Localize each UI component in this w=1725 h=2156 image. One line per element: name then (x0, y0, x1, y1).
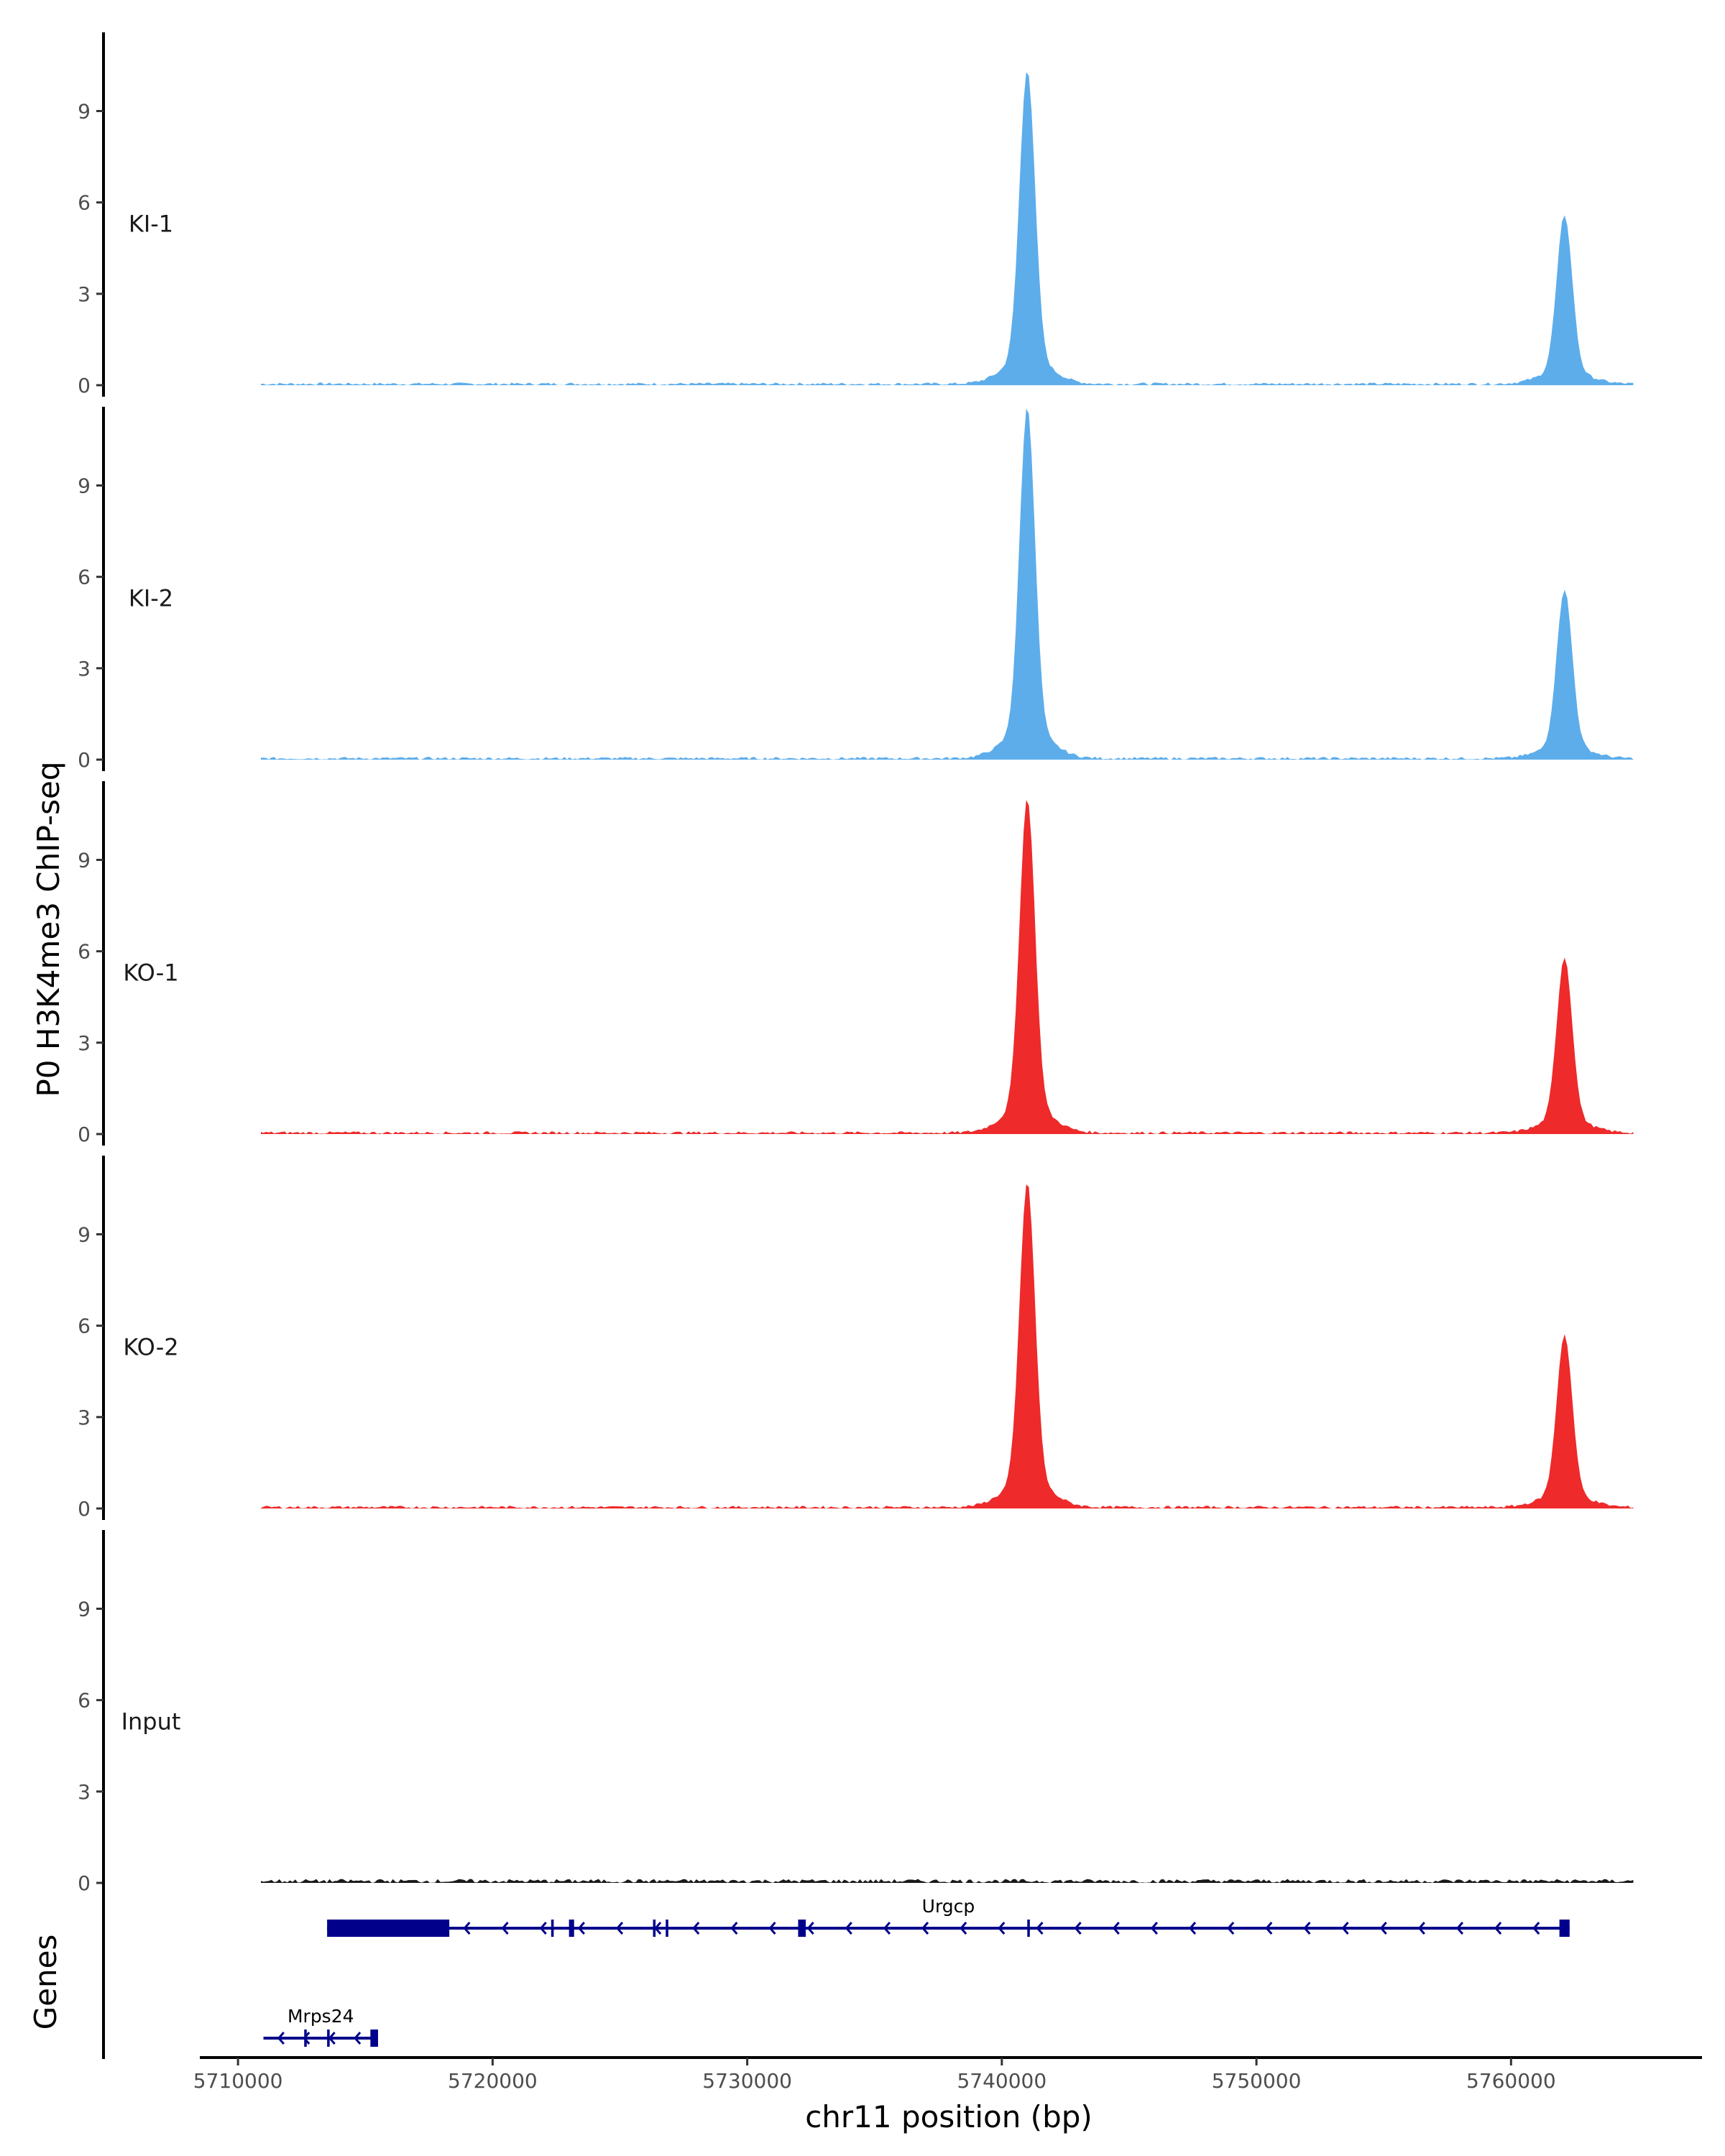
strand-arrow (768, 1922, 776, 1935)
strand-arrow (425, 1922, 433, 1935)
strand-arrow (349, 1922, 356, 1935)
y-tick-label: 9 (78, 1222, 91, 1246)
track-ko-1: 0 3 6 9 KO-1 (78, 781, 1634, 1146)
strand-arrow (1341, 1922, 1349, 1935)
y-tick-label: 6 (78, 1689, 91, 1713)
track-label: KO-2 (123, 1333, 178, 1360)
x-tick-label: 5720000 (448, 2069, 538, 2093)
y-tick-label: 6 (78, 566, 91, 589)
gene-exon (569, 1920, 574, 1937)
strand-arrow (730, 1922, 738, 1935)
strand-arrow (998, 1922, 1006, 1935)
y-tick-label: 0 (78, 1871, 91, 1895)
strand-arrow (1227, 1922, 1235, 1935)
strand-arrow (692, 1922, 700, 1935)
signal-area-ko-2 (261, 1184, 1634, 1508)
strand-arrow (1379, 1922, 1387, 1935)
gene-exon (666, 1920, 668, 1937)
y-tick-label: 9 (78, 474, 91, 497)
x-axis-title: chr11 position (bp) (805, 2099, 1092, 2134)
gene-annotation-track: Urgcp Mrps24 (102, 1876, 1570, 2059)
strand-arrow (463, 1922, 471, 1935)
gene-exon (798, 1920, 806, 1937)
y-tick-label: 0 (78, 374, 91, 397)
track-label: KI-1 (129, 210, 173, 237)
strand-arrow (1455, 1922, 1464, 1935)
strand-arrow (615, 1922, 624, 1935)
signal-area-ko-1 (261, 800, 1634, 1134)
x-tick-label: 5710000 (193, 2069, 283, 2093)
strand-arrow (1417, 1922, 1425, 1935)
y-axis-title: P0 H3K4me3 ChIP-seq (31, 761, 66, 1097)
strand-arrow (328, 2032, 336, 2045)
y-tick-label: 3 (78, 1406, 91, 1429)
gene-urgcp: Urgcp (327, 1896, 1570, 1937)
strand-arrow (1532, 1922, 1540, 1935)
y-tick-label: 9 (78, 848, 91, 872)
y-tick-label: 9 (78, 1597, 91, 1621)
x-tick-label: 5760000 (1466, 2069, 1556, 2093)
signal-area-ki-1 (261, 72, 1634, 386)
strand-arrow (1074, 1922, 1082, 1935)
strand-arrow (1303, 1922, 1311, 1935)
strand-arrow (539, 1922, 547, 1935)
track-ko-2: 0 3 6 9 KO-2 (78, 1156, 1634, 1521)
genes-axis-title: Genes (28, 1935, 63, 2030)
gene-exon (370, 2030, 378, 2047)
signal-tracks: 0 3 6 9 KI-1 0 3 6 9 KI-2 0 3 6 9 KO-1 0 3 6 9 KO-2 0 3 6 9 Inpu… (78, 32, 1634, 1895)
strand-arrow (883, 1922, 891, 1935)
gene-exon (1559, 1920, 1570, 1937)
strand-arrow (387, 1922, 395, 1935)
gene-label: Urgcp (922, 1896, 975, 1917)
strand-arrow (845, 1922, 852, 1935)
y-tick-label: 6 (78, 1314, 91, 1338)
gene-exon (1027, 1920, 1030, 1937)
y-tick-label: 6 (78, 940, 91, 964)
y-tick-label: 9 (78, 99, 91, 123)
track-input: 0 3 6 9 Input (78, 1530, 1634, 1895)
strand-arrow (921, 1922, 929, 1935)
strand-arrow (1188, 1922, 1197, 1935)
y-tick-label: 3 (78, 657, 91, 681)
strand-arrow (303, 2032, 310, 2045)
track-label: Input (121, 1708, 181, 1735)
y-tick-label: 0 (78, 1123, 91, 1146)
strand-arrow (1036, 1922, 1044, 1935)
x-tick-label: 5750000 (1212, 2069, 1302, 2093)
y-tick-label: 3 (78, 1031, 91, 1055)
y-tick-label: 0 (78, 1497, 91, 1521)
strand-arrow (806, 1922, 814, 1935)
gene-mrps24: Mrps24 (263, 2006, 378, 2047)
x-tick-label: 5740000 (957, 2069, 1046, 2093)
strand-arrow (577, 1922, 585, 1935)
strand-arrow (501, 1922, 509, 1935)
y-tick-label: 0 (78, 748, 91, 772)
x-axis: 5710000 5720000 5730000 5740000 5750000 57600… (193, 2056, 1702, 2093)
strand-arrow (1494, 1922, 1502, 1935)
gene-label: Mrps24 (288, 2006, 354, 2027)
track-ki-1: 0 3 6 9 KI-1 (78, 32, 1634, 397)
strand-arrow (1265, 1922, 1273, 1935)
strand-arrow (1150, 1922, 1158, 1935)
strand-arrow (960, 1922, 967, 1935)
track-label: KO-1 (123, 959, 178, 986)
signal-area-input (261, 1879, 1634, 1883)
signal-area-ki-2 (261, 408, 1634, 760)
y-tick-label: 3 (78, 282, 91, 306)
strand-arrow (654, 1922, 662, 1935)
track-label: KI-2 (129, 584, 173, 612)
track-ki-2: 0 3 6 9 KI-2 (78, 407, 1634, 772)
strand-arrow (1112, 1922, 1120, 1935)
strand-arrow (354, 2032, 362, 2045)
y-tick-label: 6 (78, 191, 91, 215)
gene-exon (551, 1920, 554, 1937)
x-tick-label: 5730000 (702, 2069, 792, 2093)
y-tick-label: 3 (78, 1780, 91, 1804)
strand-arrow (277, 2032, 285, 2045)
